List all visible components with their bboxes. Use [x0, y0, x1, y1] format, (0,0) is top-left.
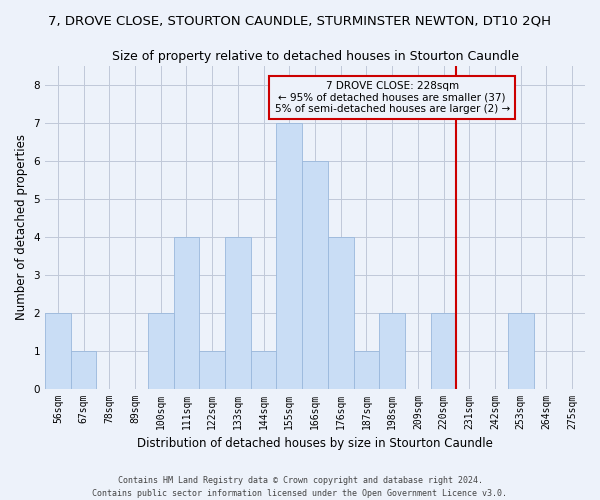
Text: 7, DROVE CLOSE, STOURTON CAUNDLE, STURMINSTER NEWTON, DT10 2QH: 7, DROVE CLOSE, STOURTON CAUNDLE, STURMI…	[49, 15, 551, 28]
Bar	[431, 312, 457, 388]
Bar	[199, 350, 225, 389]
Bar	[379, 312, 405, 388]
Bar	[173, 236, 199, 388]
Bar	[508, 312, 533, 388]
Bar	[328, 236, 353, 388]
Title: Size of property relative to detached houses in Stourton Caundle: Size of property relative to detached ho…	[112, 50, 518, 63]
Bar	[277, 122, 302, 388]
Bar	[353, 350, 379, 389]
Bar	[45, 312, 71, 388]
Text: Contains HM Land Registry data © Crown copyright and database right 2024.
Contai: Contains HM Land Registry data © Crown c…	[92, 476, 508, 498]
Bar	[251, 350, 277, 389]
X-axis label: Distribution of detached houses by size in Stourton Caundle: Distribution of detached houses by size …	[137, 437, 493, 450]
Bar	[225, 236, 251, 388]
Bar	[302, 160, 328, 388]
Y-axis label: Number of detached properties: Number of detached properties	[15, 134, 28, 320]
Bar	[71, 350, 97, 389]
Bar	[148, 312, 173, 388]
Text: 7 DROVE CLOSE: 228sqm
← 95% of detached houses are smaller (37)
5% of semi-detac: 7 DROVE CLOSE: 228sqm ← 95% of detached …	[275, 81, 510, 114]
